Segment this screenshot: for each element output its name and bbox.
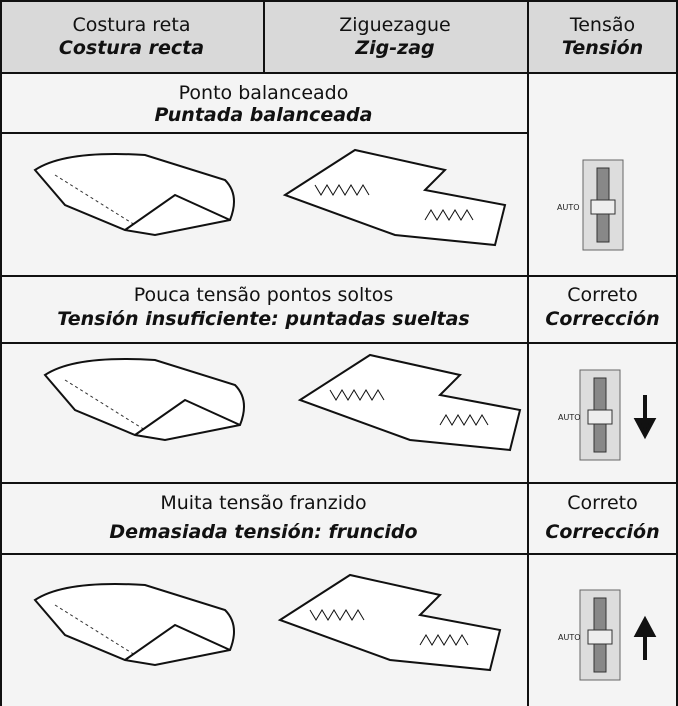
up-arrow <box>633 615 657 660</box>
border <box>527 0 529 706</box>
section-title: Tensión insuficiente: puntadas sueltas <box>57 308 470 330</box>
tension-label: Corrección <box>545 308 660 330</box>
header-text: Tensão <box>569 14 636 36</box>
section-title: Puntada balanceada <box>154 104 373 126</box>
down-arrow <box>633 395 657 440</box>
dial-label: AUTO <box>558 633 581 642</box>
section-title: Demasiada tensión: fruncido <box>109 521 418 543</box>
zigzag-illustration <box>279 574 501 671</box>
border <box>0 132 527 134</box>
tension-label: Correto <box>567 284 638 306</box>
section-title: Pouca tensão pontos soltos <box>133 284 394 306</box>
dial-label: AUTO <box>558 413 581 422</box>
border <box>0 0 678 2</box>
border <box>676 0 678 706</box>
straight-stitch-illustration <box>34 583 235 666</box>
header-text: Costura recta <box>58 37 205 59</box>
border <box>0 0 2 706</box>
border <box>0 482 678 484</box>
border <box>0 275 678 277</box>
border <box>263 0 265 73</box>
zigzag-illustration <box>284 149 506 246</box>
tension-dial <box>582 159 624 251</box>
section-title: Ponto balanceado <box>178 82 349 104</box>
border <box>0 342 678 344</box>
header-text: Ziguezague <box>339 14 451 36</box>
zigzag-illustration <box>299 354 521 451</box>
straight-stitch-illustration <box>34 153 235 236</box>
header-row <box>0 0 678 73</box>
header-text: Costura reta <box>72 14 191 36</box>
header-text: Zig-zag <box>355 37 435 59</box>
straight-stitch-illustration <box>44 358 245 441</box>
section-title: Muita tensão franzido <box>160 492 367 514</box>
tension-dial <box>579 369 621 461</box>
border <box>0 553 678 555</box>
border <box>0 72 678 74</box>
tension-label: Corrección <box>545 521 660 543</box>
header-text: Tensión <box>561 37 644 59</box>
tension-label: Correto <box>567 492 638 514</box>
dial-label: AUTO <box>557 203 580 212</box>
tension-dial <box>579 589 621 681</box>
